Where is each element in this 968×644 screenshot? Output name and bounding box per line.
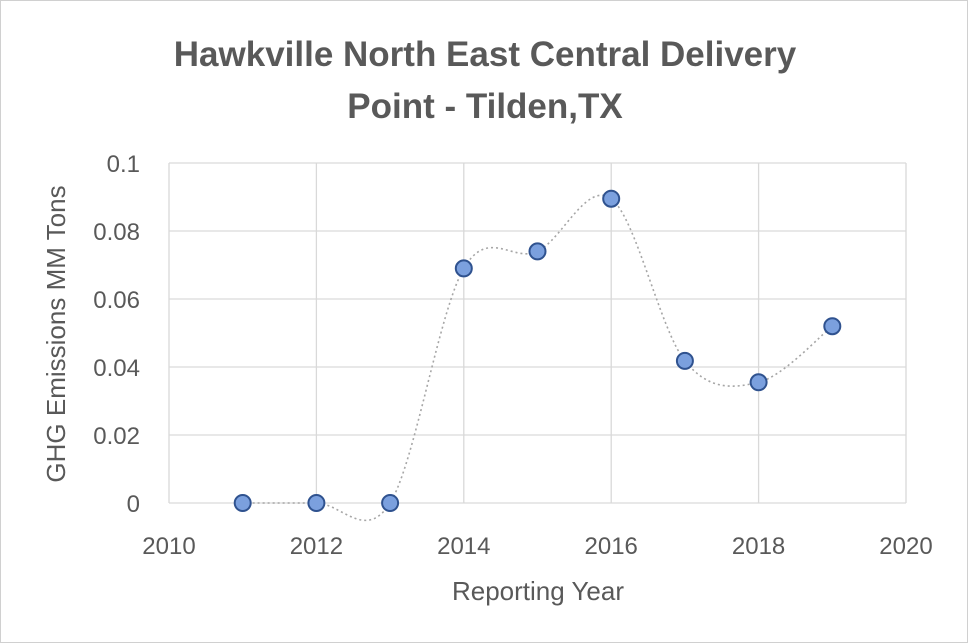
data-markers <box>233 189 842 512</box>
data-point <box>602 189 621 208</box>
chart-title-line-2: Point - Tilden,TX <box>347 87 623 126</box>
x-tick-label: 2018 <box>732 533 785 560</box>
y-tick-label: 0 <box>127 491 140 518</box>
data-point <box>307 494 326 512</box>
x-tick-label: 2014 <box>437 533 490 560</box>
data-point <box>233 494 252 512</box>
y-tick-label: 0.02 <box>93 423 140 450</box>
data-point <box>675 351 694 370</box>
data-point <box>823 317 842 336</box>
chart-title-line-1: Hawkville North East Central Delivery <box>173 35 797 74</box>
x-tick-label: 2016 <box>585 533 638 560</box>
x-tick-label: 2020 <box>879 533 932 560</box>
data-point <box>454 259 473 278</box>
y-tick-label: 0.1 <box>107 151 140 178</box>
x-tick-label: 2012 <box>290 533 343 560</box>
data-point <box>381 494 400 512</box>
y-tick-label: 0.04 <box>93 355 140 382</box>
y-tick-label: 0.08 <box>93 219 140 246</box>
tick-labels: 0 0.02 0.04 0.06 0.08 0.1 2010 2012 2014 2016 2018… <box>93 151 932 560</box>
x-axis-label: Reporting Year <box>452 576 624 606</box>
grid-layer <box>168 162 907 504</box>
data-point <box>749 373 768 392</box>
data-point <box>528 242 547 261</box>
x-tick-label: 2010 <box>142 533 195 560</box>
y-tick-label: 0.06 <box>93 287 140 314</box>
y-axis-label: GHG Emissions MM Tons <box>41 185 71 482</box>
chart-title: Hawkville North East Central Delivery Po… <box>1 29 968 133</box>
